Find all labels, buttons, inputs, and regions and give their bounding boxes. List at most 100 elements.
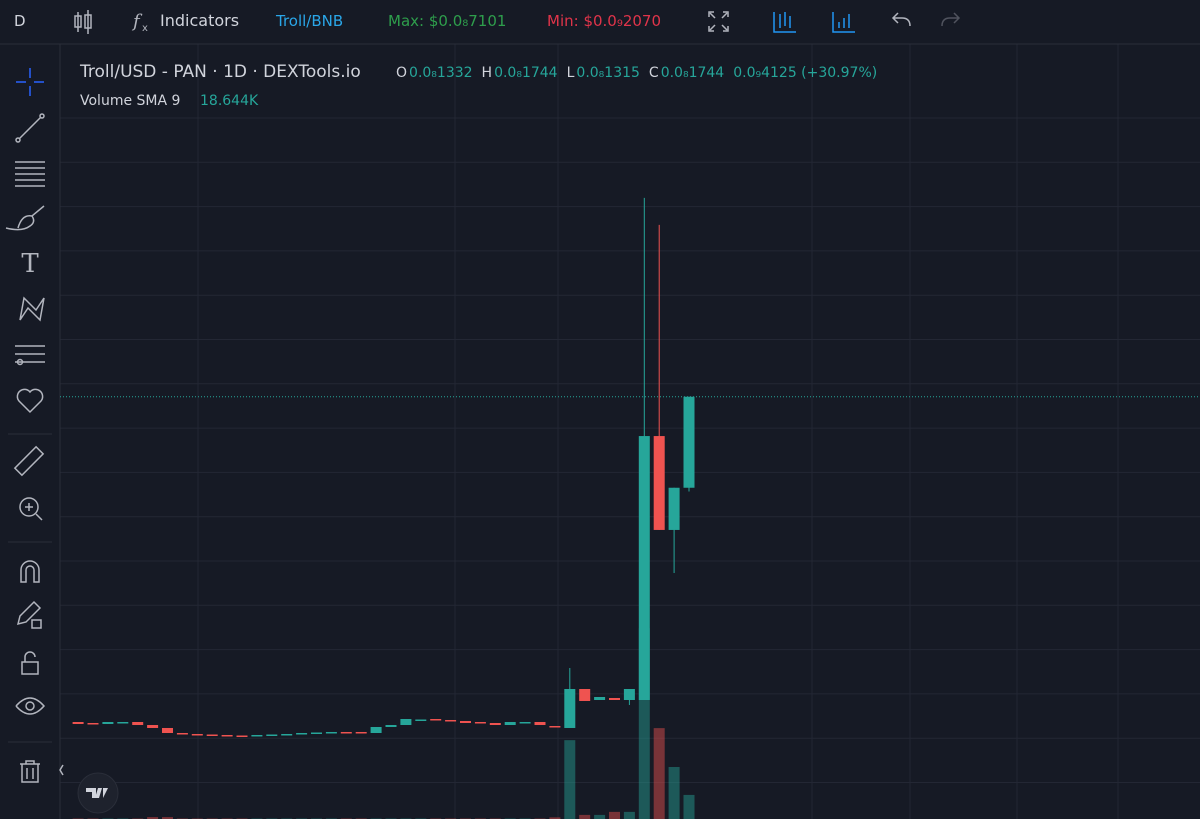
legend-value: 0.0₈1315 xyxy=(576,65,640,81)
fx-icon-x: x xyxy=(142,23,148,34)
zoom-icon[interactable] xyxy=(19,497,43,521)
candle-body xyxy=(206,734,218,737)
volume-bar xyxy=(683,794,695,819)
legend-change: 0.0₉4125 (+30.97%) xyxy=(733,65,878,81)
volume-bar xyxy=(653,728,665,819)
legend-value: 0.0₈1332 xyxy=(409,65,473,81)
chart-title: Troll/USD - PAN · 1D · DEXTools.io xyxy=(80,62,361,82)
volume-bar xyxy=(147,817,159,819)
legend-label: O xyxy=(396,65,408,81)
candle-body xyxy=(176,733,188,735)
candle-body xyxy=(519,722,531,724)
chart-type-icon[interactable] xyxy=(74,10,92,34)
candle-body xyxy=(400,718,412,726)
candle-body xyxy=(564,688,576,728)
candle-body xyxy=(266,734,278,737)
lock-icon[interactable] xyxy=(21,651,39,675)
candle-body xyxy=(415,719,427,722)
fib-icon[interactable] xyxy=(15,161,45,187)
candle-body xyxy=(668,487,680,530)
candles-icon[interactable] xyxy=(773,12,796,33)
volume-bar xyxy=(564,740,576,819)
candle-body xyxy=(579,688,591,701)
legend-value: 0.0₈1744 xyxy=(494,65,558,81)
candle-body xyxy=(191,733,203,736)
grid xyxy=(60,44,1200,819)
volume-bar xyxy=(579,814,591,819)
candle-body xyxy=(340,731,352,734)
logo-mark xyxy=(86,788,108,798)
candle-body xyxy=(311,732,322,734)
candle-body xyxy=(162,727,173,734)
candle-body xyxy=(325,731,337,734)
collapse-icon[interactable] xyxy=(59,764,64,776)
candle-body xyxy=(221,734,233,737)
candle-body xyxy=(549,725,561,728)
fullscreen-icon[interactable] xyxy=(708,11,729,32)
volume-bar xyxy=(623,811,635,819)
candle-body xyxy=(489,722,501,726)
candle-body xyxy=(623,688,635,700)
candles xyxy=(60,197,1200,737)
candle-body xyxy=(296,733,308,735)
volume-sma: 18.644K xyxy=(200,93,259,109)
brush-icon[interactable] xyxy=(5,205,45,231)
legend-label: L xyxy=(566,65,575,81)
candle-body xyxy=(281,733,293,736)
legend-label: C xyxy=(648,65,659,81)
min-price: Min: $0.0₉2070 xyxy=(547,12,662,30)
volume-bar xyxy=(594,814,606,819)
candle-body xyxy=(430,718,442,721)
crosshair-icon[interactable] xyxy=(16,68,44,96)
candle-body xyxy=(683,396,695,488)
legend-label: H xyxy=(481,65,493,81)
candle-body xyxy=(638,436,650,700)
candle-body xyxy=(102,722,114,724)
candle-body xyxy=(147,725,159,728)
candle-body xyxy=(370,726,382,734)
text-icon[interactable]: T xyxy=(21,249,39,279)
pair[interactable]: Troll/BNB xyxy=(276,12,344,30)
candle-body xyxy=(72,722,84,724)
favorites-icon[interactable] xyxy=(16,388,44,414)
candle-body xyxy=(445,719,457,722)
candle-body xyxy=(132,722,144,726)
ruler-icon[interactable] xyxy=(13,445,45,477)
volume-label: Volume SMA 9 xyxy=(80,93,181,109)
candle-body xyxy=(236,735,248,737)
ohlc-legend: O 0.0₈1332 H 0.0₈1744 L 0.0₈1315 C 0.0₈1744 … xyxy=(396,65,877,81)
trendline-icon[interactable] xyxy=(15,113,45,143)
volume-bar xyxy=(549,817,561,819)
undo-icon[interactable] xyxy=(891,12,911,27)
volume-bar xyxy=(638,628,650,819)
candle-body xyxy=(117,722,129,724)
candle-body xyxy=(251,734,263,737)
volume-icon[interactable] xyxy=(832,12,855,33)
candle-body xyxy=(534,722,546,726)
trash-icon[interactable] xyxy=(20,760,40,783)
candle-body xyxy=(355,731,367,734)
candle-body xyxy=(385,725,397,727)
candle-body xyxy=(474,722,486,724)
lock-draw-icon[interactable] xyxy=(16,600,42,629)
candle-body xyxy=(594,696,606,700)
max-price: Max: $0.0₈7101 xyxy=(388,12,507,30)
candle-body xyxy=(653,436,665,530)
magnet-icon[interactable] xyxy=(20,560,40,583)
prediction-icon[interactable] xyxy=(15,345,45,366)
indicators-button[interactable]: Indicators xyxy=(160,11,240,30)
candle-body xyxy=(87,722,99,725)
pattern-icon[interactable] xyxy=(19,296,45,322)
legend-value: 0.0₈1744 xyxy=(660,65,725,81)
volume-bar xyxy=(668,766,680,819)
candle-body xyxy=(609,697,620,700)
candle-body xyxy=(504,722,516,726)
redo-icon[interactable] xyxy=(941,12,961,27)
candle-body xyxy=(460,721,471,723)
visibility-icon[interactable] xyxy=(15,697,45,715)
interval[interactable]: D xyxy=(14,12,26,30)
volume-bar xyxy=(162,817,173,819)
